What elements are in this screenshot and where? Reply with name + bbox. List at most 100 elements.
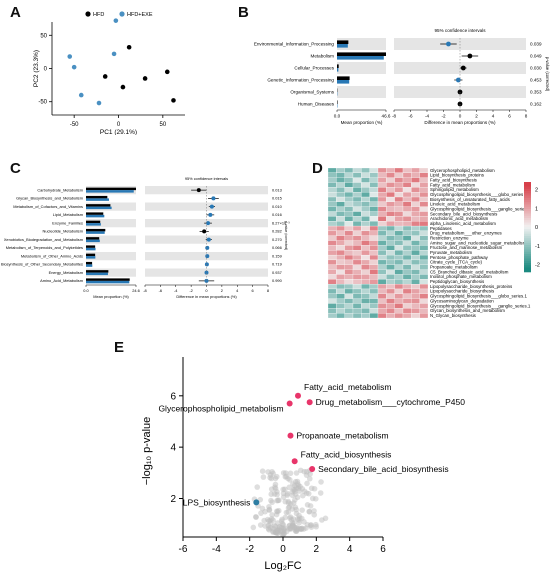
heatmap-cell (420, 250, 428, 255)
heatmap-cell (361, 250, 369, 255)
heatmap-cell (328, 303, 336, 308)
heatmap-cell (395, 207, 403, 212)
heatmap-cell (328, 187, 336, 192)
difference-point (202, 229, 206, 233)
heatmap-cell (386, 289, 394, 294)
heatmap-cell (353, 221, 361, 226)
heatmap-cell (361, 178, 369, 183)
heatmap-cell (403, 303, 411, 308)
heatmap-cell (386, 192, 394, 197)
heatmap-cell (386, 173, 394, 178)
heatmap-cell (403, 221, 411, 226)
heatmap-cell (378, 178, 386, 183)
heatmap-cell (361, 168, 369, 173)
heatmap-cell (370, 197, 378, 202)
heatmap-cell (395, 231, 403, 236)
heatmap-cell (345, 260, 353, 265)
colorbar-segment (524, 241, 531, 244)
background-point (282, 499, 288, 505)
p-value: 0.013 (272, 187, 282, 192)
heatmap-cell (361, 241, 369, 246)
background-point (298, 468, 304, 474)
heatmap-cell (378, 260, 386, 265)
heatmap-cell (420, 255, 428, 260)
background-point (318, 479, 324, 485)
heatmap-cell (378, 183, 386, 188)
background-point (275, 509, 281, 515)
legend-marker (85, 11, 90, 16)
p-value: 0.066 (272, 245, 282, 250)
heatmap-cell (345, 289, 353, 294)
heatmap-cell (361, 202, 369, 207)
x-axis-label: Log₂FC (264, 560, 301, 572)
left-axis-title: Mean proportion (%) (341, 120, 383, 125)
category-label: Xenobiotics_Biodegradation_and_Metabolis… (4, 237, 83, 242)
heatmap-cell (420, 274, 428, 279)
heatmap-cell (386, 279, 394, 284)
extended-error-bar-chart-c: 95% confidence intervalsCarbohydrate_Met… (0, 160, 292, 305)
data-point (67, 54, 72, 59)
colorbar-segment (524, 189, 531, 192)
heatmap-cell (420, 216, 428, 221)
ci-title: 95% confidence intervals (185, 176, 228, 181)
heatmap-cell (378, 212, 386, 217)
p-value: 0.282 (272, 229, 282, 234)
heatmap-cell (353, 313, 361, 318)
heatmap-cell (403, 212, 411, 217)
colorbar-segment (524, 223, 531, 226)
heatmap-cell (345, 303, 353, 308)
right-tick-label: -4 (174, 288, 178, 293)
heatmap-cell (345, 241, 353, 246)
heatmap-cell (328, 284, 336, 289)
background-point (299, 507, 305, 513)
background-point (286, 505, 292, 511)
colorbar-segment (524, 238, 531, 241)
background-point (311, 512, 317, 518)
heatmap-cell (420, 313, 428, 318)
heatmap-cell (403, 192, 411, 197)
p-value: 0.353 (530, 90, 542, 95)
background-point (268, 498, 274, 504)
heatmap-cell (411, 168, 419, 173)
background-point (275, 498, 281, 504)
colorbar-segment (524, 198, 531, 201)
heatmap-cell (403, 308, 411, 313)
heatmap-cell (328, 168, 336, 173)
y-tick-label: 2 (170, 494, 176, 505)
heatmap-cell (395, 308, 403, 313)
heatmap-cell (411, 241, 419, 246)
heatmap-cell (395, 178, 403, 183)
heatmap-cell (386, 245, 394, 250)
heatmap-cell (353, 173, 361, 178)
heatmap-cell (345, 245, 353, 250)
data-point (143, 76, 148, 81)
heatmap-cell (378, 313, 386, 318)
heatmap-cell (403, 250, 411, 255)
heatmap-cell (420, 192, 428, 197)
right-axis-title: Difference in mean proportions (%) (176, 294, 237, 299)
heatmap-cell (370, 226, 378, 231)
heatmap-cell (411, 226, 419, 231)
heatmap-cell (395, 187, 403, 192)
colorbar-segment (524, 250, 531, 253)
heatmap-cell (395, 294, 403, 299)
heatmap-cell (336, 221, 344, 226)
data-point (112, 52, 117, 57)
heatmap-cell (345, 236, 353, 241)
y-tick-label: 4 (170, 443, 176, 454)
heatmap-cell (403, 245, 411, 250)
heatmap-cell (336, 187, 344, 192)
heatmap-cell (386, 236, 394, 241)
y-axis-label: PC2 (23.3%) (33, 50, 40, 87)
heatmap-cell (328, 221, 336, 226)
heatmap-cell (353, 168, 361, 173)
heatmap-cell (370, 294, 378, 299)
heatmap-cell (403, 197, 411, 202)
heatmap-cell (378, 187, 386, 192)
background-point (309, 485, 315, 491)
heatmap-cell (353, 187, 361, 192)
colorbar-segment (524, 270, 531, 273)
heatmap-cell (353, 178, 361, 183)
